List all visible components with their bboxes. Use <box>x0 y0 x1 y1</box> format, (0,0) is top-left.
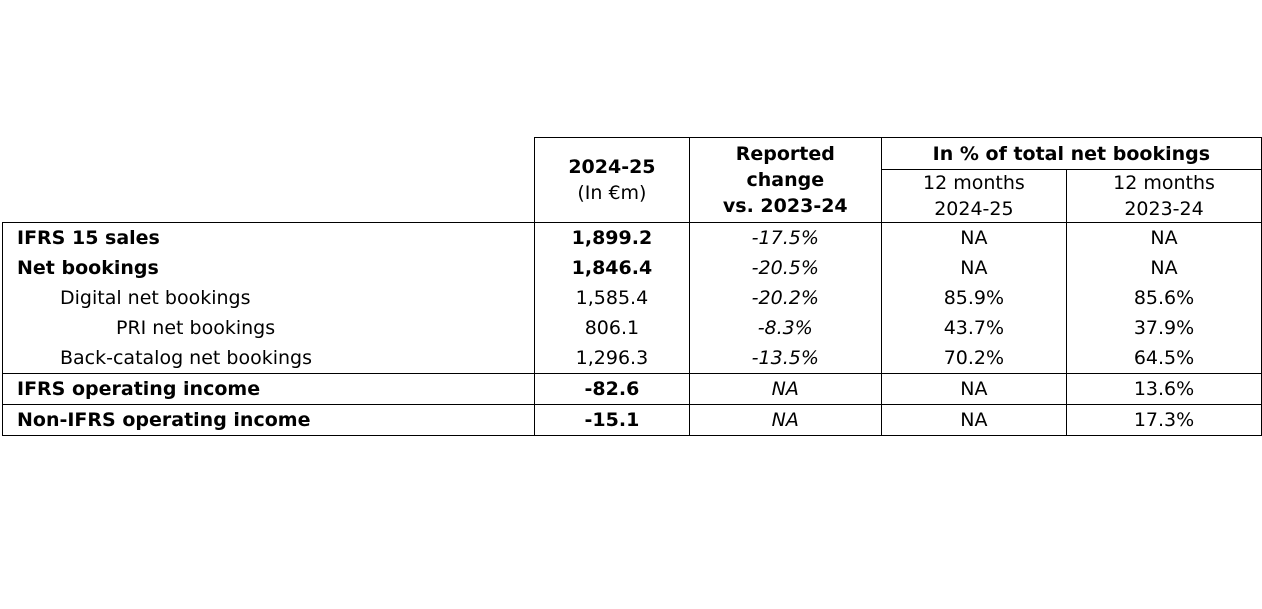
header-pct-col-2023-24: 12 months 2023-24 <box>1066 169 1262 223</box>
row-value: -82.6 <box>534 373 690 405</box>
row-pct-2024-25: 85.9% <box>880 282 1068 313</box>
row-value: 1,899.2 <box>534 222 690 253</box>
row-change: -20.5% <box>688 252 882 283</box>
header-empty-cell <box>2 137 536 223</box>
change-column-line1: Reported <box>735 143 835 165</box>
table-row: Digital net bookings 1,585.4 -20.2% 85.9… <box>1 282 1262 313</box>
row-pct-2024-25: 43.7% <box>880 312 1068 343</box>
pct-col2-line1: 12 months <box>1113 172 1215 194</box>
row-label: IFRS operating income <box>1 373 536 405</box>
table-row: PRI net bookings 806.1 -8.3% 43.7% 37.9% <box>1 312 1262 343</box>
value-column-unit: (In €m) <box>577 182 647 204</box>
row-change: NA <box>688 373 882 405</box>
header-change-column: Reported change vs. 2023-24 <box>688 137 882 223</box>
table-row: Back-catalog net bookings 1,296.3 -13.5%… <box>1 342 1262 374</box>
row-pct-2024-25: NA <box>880 404 1068 436</box>
row-label: Digital net bookings <box>1 282 536 313</box>
row-pct-2024-25: NA <box>880 222 1068 253</box>
value-column-title: 2024-25 <box>568 156 656 178</box>
row-change: -17.5% <box>688 222 882 253</box>
change-column-line2: change <box>746 169 825 191</box>
row-label: Back-catalog net bookings <box>1 342 536 374</box>
row-change: NA <box>688 404 882 436</box>
row-value: 1,296.3 <box>534 342 690 374</box>
header-pct-col-2024-25: 12 months 2024-25 <box>880 169 1068 223</box>
table-row: IFRS operating income -82.6 NA NA 13.6% <box>1 373 1262 405</box>
pct-col1-line2: 2024-25 <box>934 198 1014 220</box>
pct-col1-line1: 12 months <box>922 172 1025 194</box>
header-value-column: 2024-25 (In €m) <box>534 137 690 223</box>
row-change: -13.5% <box>688 342 882 374</box>
row-pct-2024-25: 70.2% <box>880 342 1068 374</box>
row-label: IFRS 15 sales <box>1 222 536 253</box>
table-row: IFRS 15 sales 1,899.2 -17.5% NA NA <box>1 222 1262 253</box>
row-value: -15.1 <box>534 404 690 436</box>
change-column-line3: vs. 2023-24 <box>722 195 848 217</box>
financial-summary-table: 2024-25 (In €m) Reported change vs. 2023… <box>1 137 1262 436</box>
row-value: 1,585.4 <box>534 282 690 313</box>
row-value: 806.1 <box>534 312 690 343</box>
table-row: Net bookings 1,846.4 -20.5% NA NA <box>1 252 1262 283</box>
row-pct-2023-24: 37.9% <box>1066 312 1262 343</box>
row-pct-2024-25: NA <box>880 373 1068 405</box>
table-row: Non-IFRS operating income -15.1 NA NA 17… <box>1 404 1262 436</box>
row-label: Net bookings <box>1 252 536 283</box>
row-pct-2023-24: 17.3% <box>1066 404 1262 436</box>
row-pct-2023-24: 85.6% <box>1066 282 1262 313</box>
header-pct-group: In % of total net bookings <box>880 137 1262 170</box>
row-change: -8.3% <box>688 312 882 343</box>
row-pct-2024-25: NA <box>880 252 1068 283</box>
pct-col2-line2: 2023-24 <box>1124 198 1204 220</box>
row-change: -20.2% <box>688 282 882 313</box>
row-pct-2023-24: NA <box>1066 222 1262 253</box>
row-pct-2023-24: 64.5% <box>1066 342 1262 374</box>
row-label: Non-IFRS operating income <box>1 404 536 436</box>
row-pct-2023-24: 13.6% <box>1066 373 1262 405</box>
row-value: 1,846.4 <box>534 252 690 283</box>
row-label: PRI net bookings <box>1 312 536 343</box>
row-pct-2023-24: NA <box>1066 252 1262 283</box>
